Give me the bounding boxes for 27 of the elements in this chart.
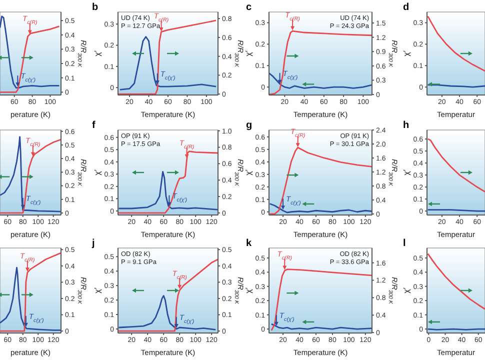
- line-series: [118, 295, 216, 330]
- chart-title: c: [246, 2, 252, 13]
- y-axis-title: χ′: [244, 169, 253, 176]
- chart-title: f: [92, 120, 96, 131]
- chart-title: j: [91, 238, 95, 249]
- line-series: [119, 36, 217, 90]
- y-axis-title: χ′: [402, 169, 411, 176]
- line-series: [118, 171, 218, 210]
- y-axis-title: χ′: [93, 169, 102, 176]
- y-axis-title: χ′: [402, 50, 411, 56]
- line-series: [427, 252, 485, 310]
- y-axis-title: χ′: [402, 287, 411, 294]
- chart-title: g: [246, 120, 252, 131]
- y-axis-title: χ′: [244, 287, 253, 294]
- chart-title: h: [403, 120, 410, 131]
- chart-title: k: [246, 238, 252, 249]
- line-series: [0, 266, 61, 331]
- line-series: [269, 72, 372, 89]
- chart-title: d: [403, 2, 410, 13]
- chart-title: b: [92, 2, 98, 13]
- line-series: [0, 26, 60, 93]
- y-axis-title: χ′: [93, 287, 102, 294]
- line-series: [427, 138, 485, 193]
- chart-title: l: [403, 238, 406, 249]
- line-series: [427, 16, 485, 72]
- y-axis-title: χ′: [244, 50, 253, 56]
- y-axis-title: χ′: [93, 50, 102, 56]
